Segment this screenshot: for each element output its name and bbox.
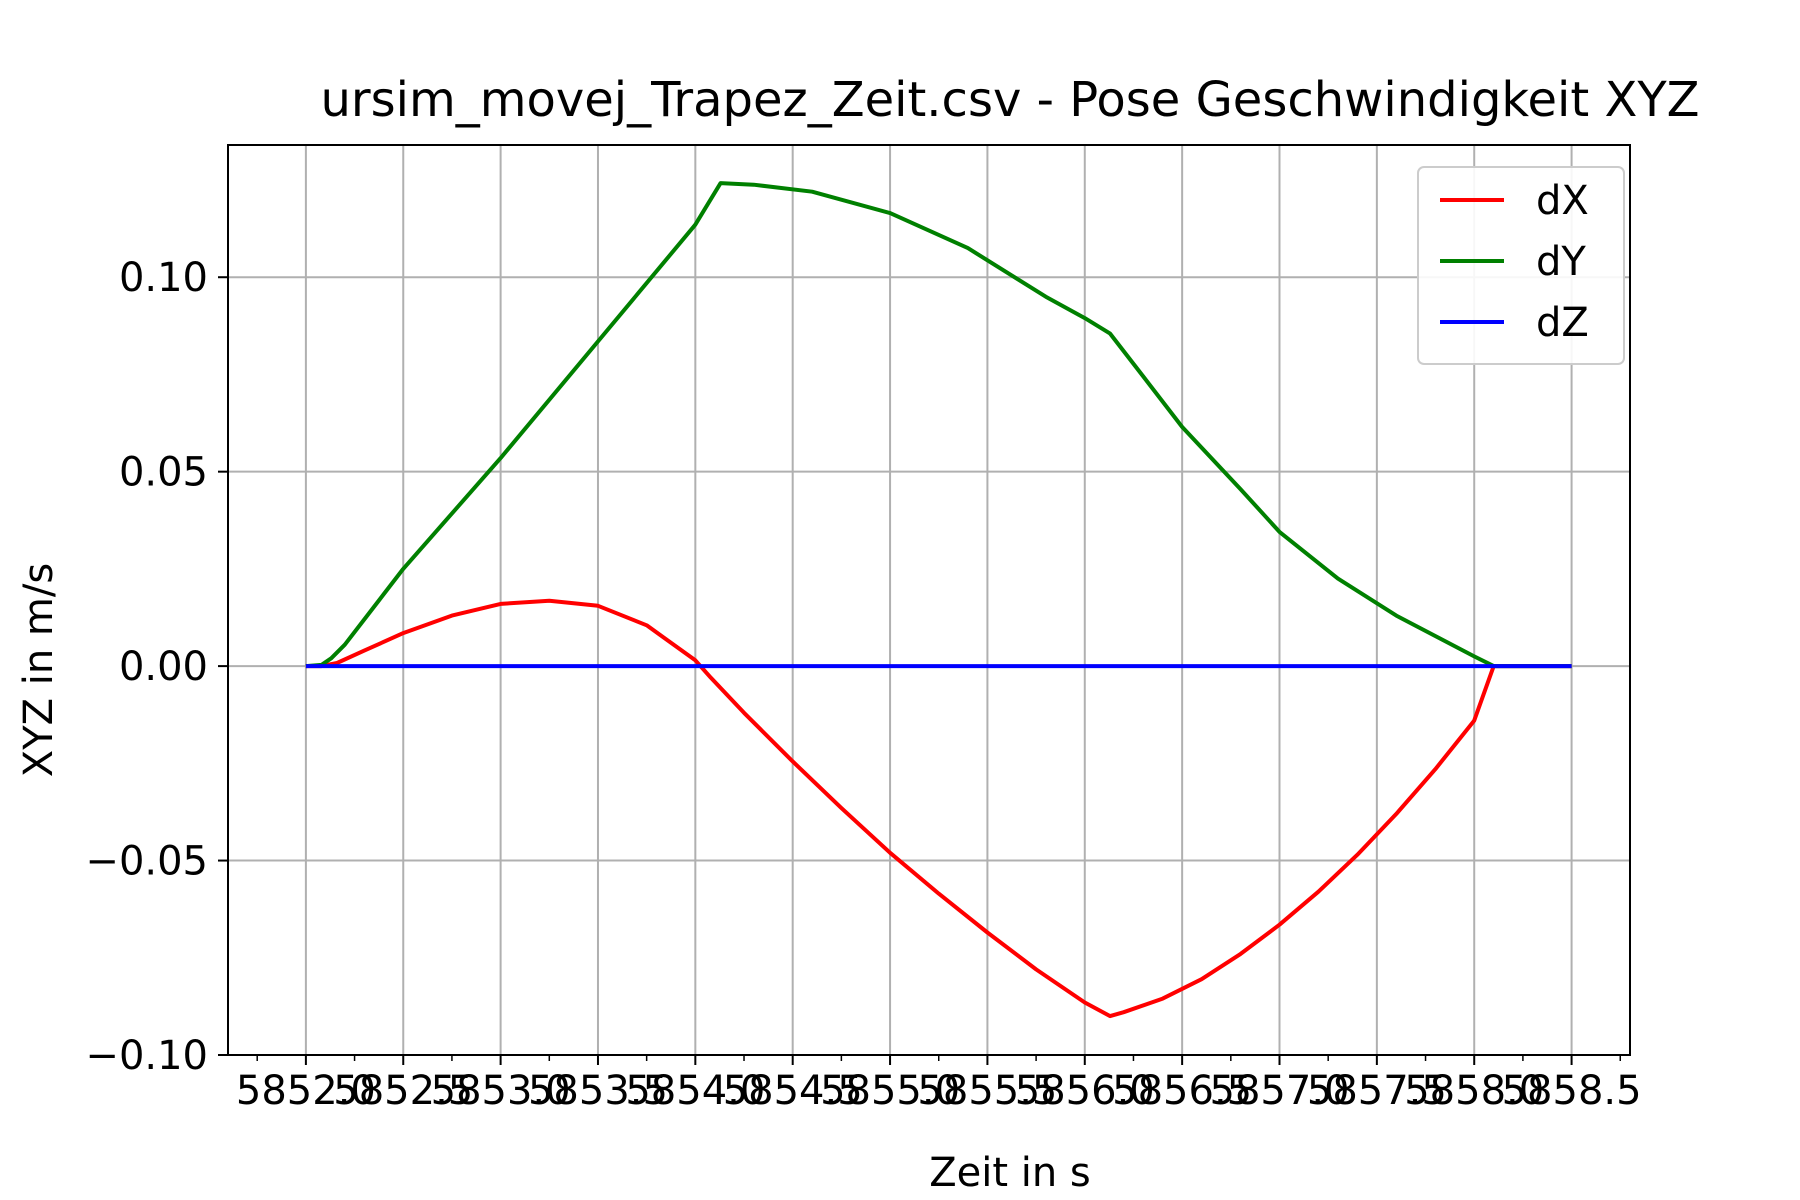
y-tick-label: 0.05 xyxy=(119,450,208,496)
x-tick-label: 5855.0 xyxy=(820,1068,960,1114)
y-tick-label: −0.10 xyxy=(85,1033,208,1079)
legend: dX dY dZ xyxy=(1417,166,1625,365)
chart-title: ursim_movej_Trapez_Zeit.csv - Pose Gesch… xyxy=(320,72,1699,128)
x-axis-label: Zeit in s xyxy=(929,1150,1091,1196)
x-tick-label: 5852.5 xyxy=(333,1068,473,1114)
x-tick-label: 5852.0 xyxy=(236,1068,376,1114)
y-axis: −0.10 −0.05 0.00 0.05 0.10 xyxy=(85,255,228,1079)
legend-box xyxy=(1417,166,1625,365)
x-tick-label: 5856.5 xyxy=(1112,1068,1252,1114)
y-tick-label: 0.10 xyxy=(119,255,208,301)
series-line-dX xyxy=(305,598,1572,1019)
y-tick-label: −0.05 xyxy=(85,839,208,885)
x-tick-label: 5853.5 xyxy=(528,1068,668,1114)
y-axis-label: XYZ in m/s xyxy=(16,563,62,777)
x-tick-label: 5853.0 xyxy=(431,1068,571,1114)
x-tick-label: 5854.5 xyxy=(723,1068,863,1114)
legend-label-dY: dY xyxy=(1536,239,1586,285)
legend-label-dZ: dZ xyxy=(1536,300,1589,346)
plot-frame xyxy=(227,144,1631,1056)
x-tick-label: 5857.5 xyxy=(1307,1068,1447,1114)
x-tick-label: 5855.5 xyxy=(917,1068,1057,1114)
x-tick-label: 5858.5 xyxy=(1502,1068,1642,1114)
legend-label-dX: dX xyxy=(1536,178,1589,224)
x-tick-label: 5856.0 xyxy=(1015,1068,1155,1114)
plot-lines xyxy=(305,181,1572,1019)
series-line-dY xyxy=(305,181,1572,669)
x-tick-label: 5854.0 xyxy=(625,1068,765,1114)
x-tick-label: 5858.0 xyxy=(1404,1068,1544,1114)
x-axis: 5852.05852.55853.05853.55854.05854.55855… xyxy=(236,1055,1642,1114)
y-tick-label: 0.00 xyxy=(119,644,208,690)
x-tick-label: 5857.0 xyxy=(1210,1068,1350,1114)
